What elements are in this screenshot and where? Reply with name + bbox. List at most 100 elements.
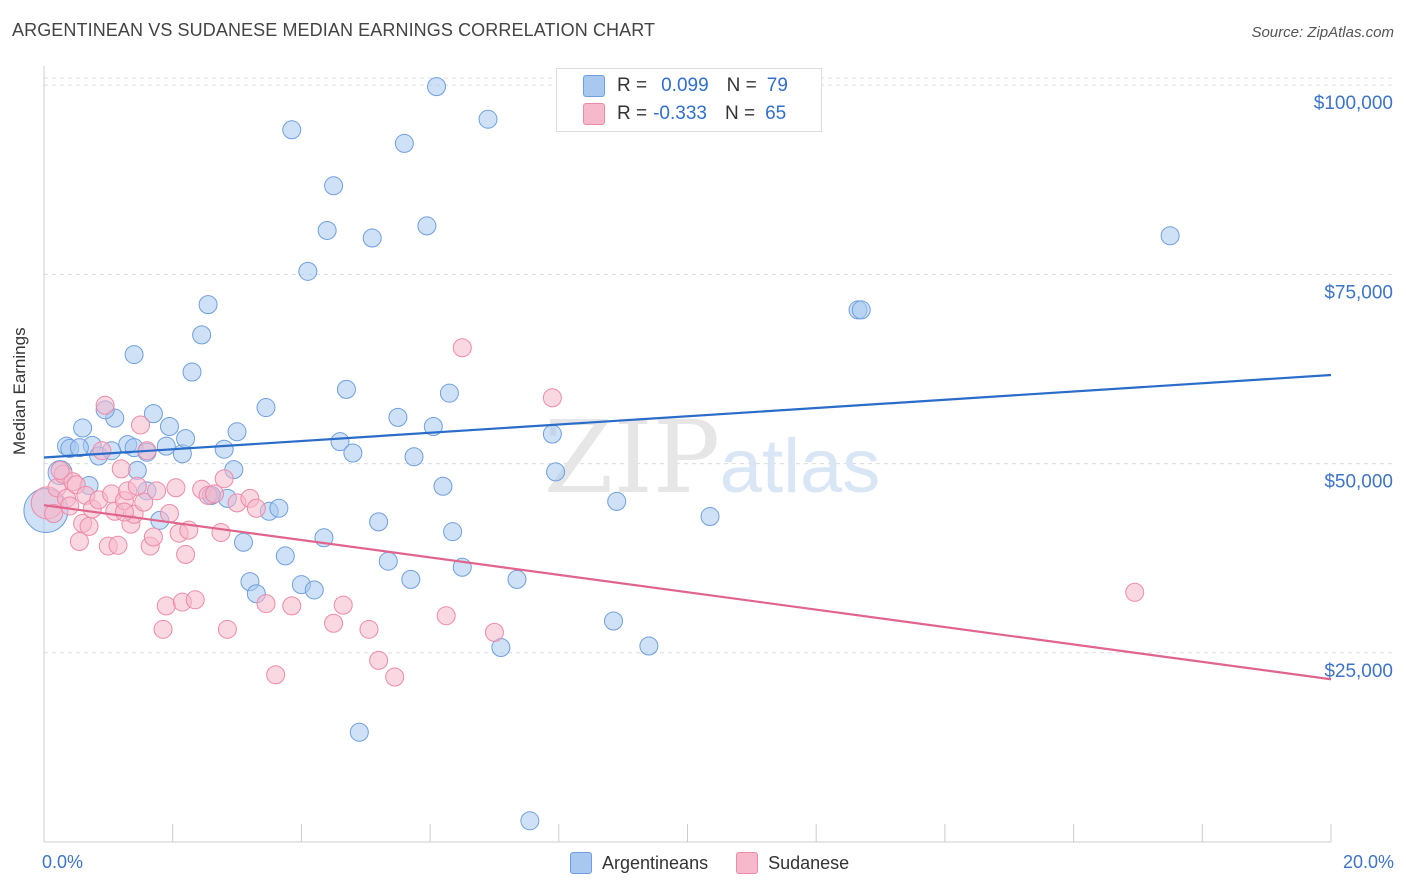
argentinean-point (124, 345, 144, 365)
argentinean-point (607, 491, 627, 511)
sudanese-point (484, 622, 504, 642)
sudanese-point (452, 338, 472, 358)
argentinean-point (349, 722, 369, 742)
argentinean-point (336, 379, 356, 399)
sudanese-point (147, 481, 167, 501)
legend-n-value: 65 (765, 103, 787, 124)
argentinean-point (343, 443, 363, 463)
sudanese-point (217, 619, 237, 639)
argentinean-point (192, 325, 212, 345)
argentinean-point (507, 569, 527, 589)
sudanese-point (60, 496, 80, 516)
sudanese-point (159, 504, 179, 524)
argentinean-point (298, 261, 318, 281)
argentinean-point (478, 109, 498, 129)
legend-swatch-sudanese (583, 103, 605, 125)
argentinean-trend-line (43, 373, 1332, 459)
sudanese-point (205, 484, 225, 504)
sudanese-point (436, 606, 456, 626)
sudanese-point (153, 619, 173, 639)
source-label: Source: ZipAtlas.com (1251, 24, 1394, 41)
correlation-legend: R = 0.099 N = 79 R = -0.333 N = 65 (556, 68, 822, 132)
sudanese-point (1125, 582, 1145, 602)
argentinean-point (394, 133, 414, 153)
legend-row-argentineans: R = 0.099 N = 79 (557, 72, 788, 100)
legend-r-value: -0.333 (653, 103, 707, 124)
argentinean-point (423, 416, 443, 436)
series-swatch-argentineans (570, 852, 592, 874)
argentinean-point (542, 424, 562, 444)
sudanese-point (324, 613, 344, 633)
legend-n-label: N = (726, 75, 757, 96)
legend-row-sudanese: R = -0.333 N = 65 (557, 100, 786, 128)
y-tick-label: $100,000 (1314, 93, 1393, 114)
x-axis-max-label: 20.0% (1342, 852, 1394, 872)
argentinean-point (378, 551, 398, 571)
argentinean-point (176, 429, 196, 449)
sudanese-point (176, 544, 196, 564)
series-label-argentineans: Argentineans (602, 852, 709, 873)
argentinean-point (282, 120, 302, 140)
sudanese-point (50, 460, 70, 480)
argentinean-point (433, 476, 453, 496)
sudanese-trend-line (43, 504, 1332, 681)
sudanese-point (214, 469, 234, 489)
watermark: ZIP atlas (544, 399, 880, 516)
sudanese-point (369, 650, 389, 670)
sudanese-point (542, 388, 562, 408)
argentinean-point (317, 220, 337, 240)
sudanese-point (385, 667, 405, 687)
sudanese-point (143, 527, 163, 547)
argentinean-point (143, 404, 163, 424)
argentinean-point (404, 447, 424, 467)
sudanese-point (333, 595, 353, 615)
argentinean-point (369, 512, 389, 532)
argentinean-point (603, 611, 623, 631)
sudanese-points (30, 338, 1145, 687)
argentinean-point (639, 636, 659, 656)
legend-n-value: 79 (766, 75, 788, 96)
argentinean-point (233, 532, 253, 552)
sudanese-point (111, 459, 131, 479)
gridlines (44, 77, 1392, 654)
sudanese-point (114, 502, 134, 522)
sudanese-point (246, 498, 266, 518)
argentinean-point (546, 462, 566, 482)
axes (43, 66, 1332, 843)
sudanese-point (282, 596, 302, 616)
argentinean-point (156, 436, 176, 456)
argentinean-point (362, 228, 382, 248)
trend-lines (43, 373, 1332, 681)
argentinean-point (69, 438, 89, 458)
legend-r-label: R = (617, 75, 648, 96)
argentinean-point (73, 418, 93, 438)
sudanese-point (266, 665, 286, 685)
sudanese-point (127, 476, 147, 496)
argentinean-point (256, 398, 276, 418)
sudanese-point (359, 619, 379, 639)
argentinean-point (1160, 226, 1180, 246)
argentinean-point (214, 439, 234, 459)
watermark-atlas: atlas (720, 424, 881, 509)
sudanese-point (185, 590, 205, 610)
legend-swatch-argentineans (583, 75, 605, 97)
argentinean-point (269, 498, 289, 518)
chart-title: ARGENTINEAN VS SUDANESE MEDIAN EARNINGS … (12, 20, 656, 40)
sudanese-point (92, 441, 112, 461)
watermark-zip: ZIP (544, 399, 720, 516)
sudanese-point (166, 478, 186, 498)
series-label-sudanese: Sudanese (768, 852, 850, 873)
argentinean-point (443, 522, 463, 542)
argentinean-point (401, 569, 421, 589)
argentinean-point (427, 77, 447, 97)
series-swatch-sudanese (736, 852, 759, 874)
argentinean-point (700, 507, 720, 527)
y-tick-labels: $25,000 $50,000 $75,000 $100,000 (1314, 93, 1393, 682)
argentinean-point (198, 295, 218, 315)
argentinean-point (417, 216, 437, 236)
argentinean-point (388, 407, 408, 427)
sudanese-point (256, 594, 276, 614)
argentinean-point (330, 432, 350, 452)
series-legend-sudanese: Sudanese (736, 852, 849, 874)
